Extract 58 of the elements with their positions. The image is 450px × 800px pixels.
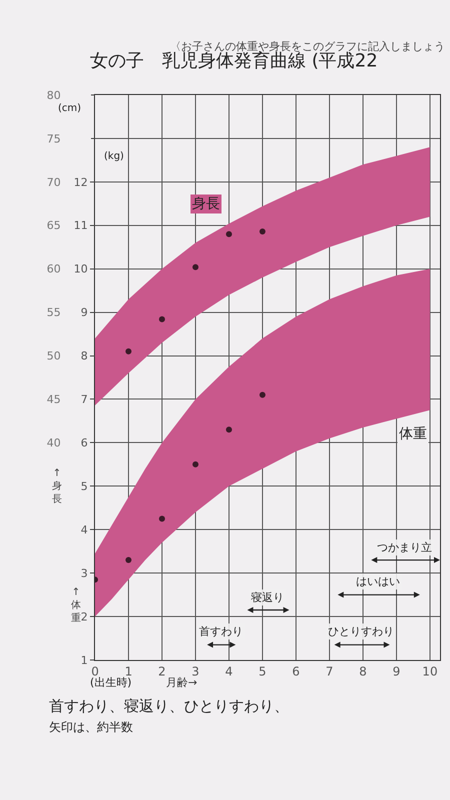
y-tick-label: 4	[80, 523, 88, 536]
text: (出生時)	[90, 676, 132, 689]
annotation: (kg)	[104, 151, 124, 162]
y-tick-label: 10	[74, 262, 88, 276]
text: 矢印は、約半数	[49, 720, 133, 734]
y2-tick-label: 50	[46, 350, 61, 363]
y-tick-label: 6	[80, 436, 88, 450]
point	[126, 557, 132, 564]
y2-tick-label: 65	[46, 219, 61, 232]
x-axis-title: 月齢→	[166, 676, 198, 689]
y-tick-label: 2	[80, 610, 88, 624]
point	[158, 516, 165, 522]
annotation: はいはい	[356, 575, 400, 588]
y2-tick-label: 60	[46, 262, 61, 276]
x-tick-label: 1	[124, 664, 132, 678]
x-tick-label: 0	[91, 664, 99, 678]
y-tick-label: 8	[80, 350, 88, 363]
y-tick-label: 1	[80, 654, 88, 667]
x-tick-label: 7	[326, 664, 334, 678]
x-tick-label: 10	[422, 664, 438, 678]
point	[226, 426, 232, 433]
point	[192, 461, 198, 468]
annotation: 首すわり	[199, 625, 243, 638]
y-tick-label: 3	[80, 566, 88, 580]
point	[259, 392, 266, 398]
annotation: つかまり立	[377, 541, 432, 554]
x-tick-label: 3	[192, 664, 200, 678]
x-tick-label: 2	[158, 664, 166, 678]
y2-tick-label: 55	[46, 306, 61, 320]
annotation: 身長	[192, 196, 220, 212]
x-tick-label: 8	[359, 664, 367, 678]
point	[192, 264, 198, 270]
x-tick-label: 6	[292, 664, 300, 678]
x-tick-label: 9	[392, 664, 400, 678]
y2-tick-label: 80	[46, 88, 61, 102]
y2-tick-label: 75	[46, 132, 61, 146]
y-tick-label: 12	[74, 176, 88, 189]
annotation: 寝返り	[251, 591, 284, 604]
y-axis-title: ↑体重	[71, 587, 81, 624]
x-tick-label: 5	[258, 664, 266, 678]
y2-axis-title: ↑身長	[52, 468, 62, 505]
y2-tick-label: 45	[46, 393, 61, 406]
y-tick-label: 7	[80, 393, 88, 406]
y-tick-label: 9	[80, 306, 88, 320]
annotation: 体重	[399, 426, 427, 442]
point	[226, 231, 232, 238]
chart-subtitle: 〈お子さんの体重や身長をこのグラフに記入しましょう	[170, 40, 445, 53]
y-tick-label: 5	[80, 480, 88, 493]
point	[126, 348, 132, 354]
text: 首すわり、寝返り、ひとりすわり、	[49, 697, 289, 715]
x-tick-label: 4	[225, 664, 233, 678]
y-tick-label: 11	[74, 219, 88, 232]
point	[259, 228, 266, 234]
y2-tick-label: 70	[46, 176, 61, 189]
y2-tick-label: 40	[46, 436, 61, 450]
text: (cm)	[58, 103, 82, 114]
annotation: ひとりすわり	[328, 625, 394, 638]
point	[158, 316, 165, 322]
